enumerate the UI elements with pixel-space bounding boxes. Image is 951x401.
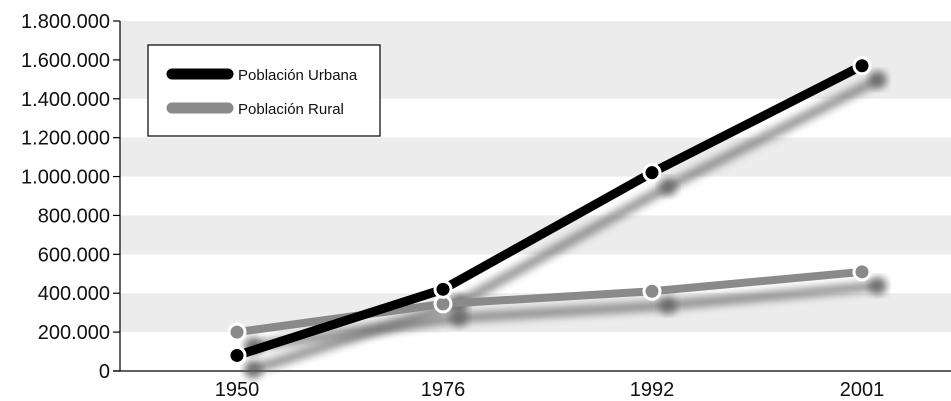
series-line-urbana xyxy=(232,61,867,360)
series-shadow xyxy=(248,74,883,375)
y-axis: 0 200.000 400.000 600.000 800.000 1.000.000 1.… xyxy=(21,11,121,383)
series-lines xyxy=(232,61,867,360)
point-shadow xyxy=(450,308,468,327)
series-markers xyxy=(227,56,872,365)
data-point-urbana xyxy=(852,56,872,76)
data-point-urbana xyxy=(227,345,247,365)
y-tick-label: 1.800.000 xyxy=(21,11,110,33)
point-shadow xyxy=(659,177,677,196)
y-tick-label: 1.200.000 xyxy=(21,128,110,150)
y-tick-label: 200.000 xyxy=(38,322,110,344)
x-tick-label: 1950 xyxy=(215,379,260,401)
y-tick-label: 1.600.000 xyxy=(21,50,110,72)
legend-box xyxy=(147,44,381,137)
point-shadow xyxy=(869,276,887,295)
grid-band xyxy=(120,137,951,177)
data-point-urbana xyxy=(433,279,453,299)
legend-label-urbana: Población Urbana xyxy=(238,67,358,84)
point-shadow xyxy=(244,360,262,379)
legend: Población Urbana Población Rural xyxy=(147,44,381,137)
y-tick-label: 800.000 xyxy=(38,205,110,227)
y-tick-label: 400.000 xyxy=(38,283,110,305)
x-axis: 1950 1976 1992 2001 xyxy=(113,370,951,401)
y-tick-label: 1.400.000 xyxy=(21,89,110,111)
data-point-rural xyxy=(852,262,872,282)
x-tick-label: 2001 xyxy=(840,379,885,401)
point-shadow xyxy=(659,296,677,315)
data-point-rural xyxy=(642,281,662,301)
data-point-urbana xyxy=(642,163,662,183)
y-tick-label: 1.000.000 xyxy=(21,167,110,189)
point-shadow xyxy=(869,70,887,89)
y-tick-label: 600.000 xyxy=(38,244,110,266)
x-tick-label: 1976 xyxy=(421,379,466,401)
legend-label-rural: Población Rural xyxy=(238,101,344,118)
x-tick-label: 1992 xyxy=(630,379,675,401)
series-shadows xyxy=(244,70,887,379)
data-point-rural xyxy=(227,322,247,342)
y-tick-label: 0 xyxy=(99,361,110,383)
